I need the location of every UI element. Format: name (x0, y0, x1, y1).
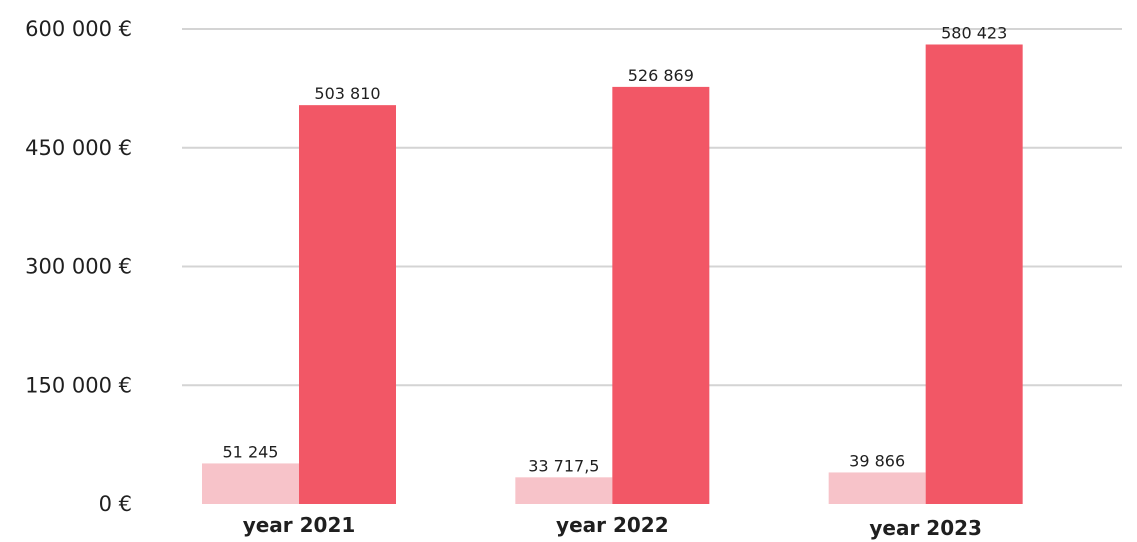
y-tick-label: 600 000 € (25, 17, 132, 41)
y-axis-tick-labels: 0 € 150 000 € 300 000 € 450 000 € 600 000 € (25, 17, 132, 516)
x-category-label: year 2023 (869, 516, 982, 540)
y-tick-label: 150 000 € (25, 373, 132, 397)
data-label: 526 869 (628, 66, 694, 85)
data-label: 39 866 (849, 451, 905, 470)
y-tick-label: 300 000 € (25, 255, 132, 279)
bar-dark-3 (925, 44, 1023, 504)
data-label: 503 810 (314, 84, 380, 103)
bar-light-2 (515, 477, 613, 504)
data-label: 580 423 (941, 23, 1007, 42)
bar-light-3 (828, 472, 926, 504)
bar-dark-1 (299, 105, 396, 504)
data-labels: 51 245 503 810 33 717,5 526 869 39 866 580 42… (223, 23, 1008, 475)
y-tick-label: 0 € (99, 492, 132, 516)
x-category-label: year 2022 (556, 513, 669, 537)
bars (202, 44, 1023, 504)
bar-dark-2 (612, 86, 710, 504)
data-label: 51 245 (223, 442, 279, 461)
x-axis-category-labels: year 2021 year 2022 year 2023 (243, 513, 982, 540)
data-label: 33 717,5 (528, 456, 599, 475)
y-tick-label: 450 000 € (25, 136, 132, 160)
bar-light-1 (202, 463, 299, 504)
x-category-label: year 2021 (243, 513, 356, 537)
